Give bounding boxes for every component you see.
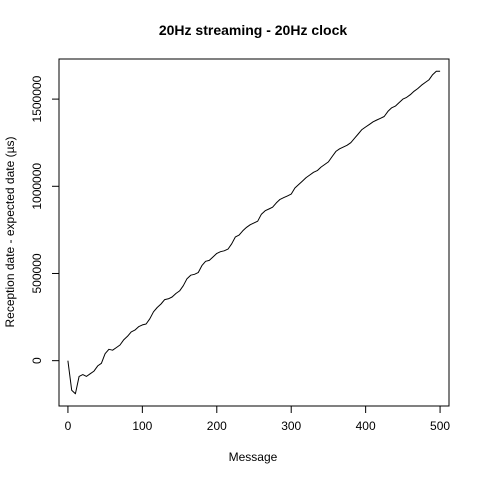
chart-title: 20Hz streaming - 20Hz clock [159,22,348,38]
series-line [67,70,441,395]
x-tick-label: 400 [356,419,376,433]
y-axis: 0 500000 1000000 1500000 [30,75,60,364]
x-tick-label: 200 [207,419,227,433]
x-tick-label: 300 [281,419,301,433]
series-group [67,70,441,395]
y-tick-label: 1000000 [30,163,44,210]
y-tick-label: 0 [30,357,44,364]
y-tick-label: 1500000 [30,75,44,122]
x-axis-label: Message [229,450,278,464]
plot-frame [58,58,450,407]
x-tick-label: 0 [65,419,72,433]
x-tick-label: 100 [132,419,152,433]
y-tick-label: 500000 [30,253,44,293]
x-tick-label: 500 [430,419,450,433]
x-axis: 0 100 200 300 400 500 [65,405,450,433]
y-axis-label: Reception date - expected date (µs) [3,136,17,327]
